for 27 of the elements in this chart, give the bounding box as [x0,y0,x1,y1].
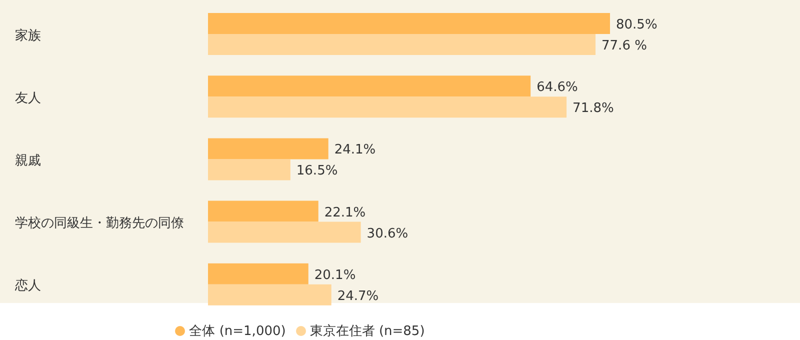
y-tick-label: 恋人 [14,278,41,294]
bar [208,96,567,118]
bar [208,138,328,160]
bar [208,222,361,243]
bar [208,159,290,180]
data-label: 20.1% [314,268,356,283]
bar [208,284,332,306]
data-label: 16.5% [296,164,338,179]
data-label: 71.8% [572,101,614,116]
data-label: 30.6% [366,226,408,242]
data-label: 80.5% [616,18,658,32]
bar [208,13,610,34]
data-label: 77.6 % [602,38,647,54]
legend-label: 全体 (n=1,000) [189,324,286,339]
y-tick-label: 友人 [15,90,41,106]
bar [208,34,596,55]
bar [208,200,318,222]
data-label: 64.6% [536,80,578,96]
bar [208,76,531,97]
data-label: 24.1% [334,142,376,158]
data-label: 24.7% [337,288,379,304]
y-tick-label: 家族 [15,27,41,44]
y-tick-label: 親戚 [15,154,41,168]
legend-label: 東京在住者 (n=85) [310,324,425,339]
data-label: 22.1% [324,205,366,220]
bar [208,263,308,284]
y-tick-label: 学校の同級生・勤務先の同僚 [15,216,184,232]
